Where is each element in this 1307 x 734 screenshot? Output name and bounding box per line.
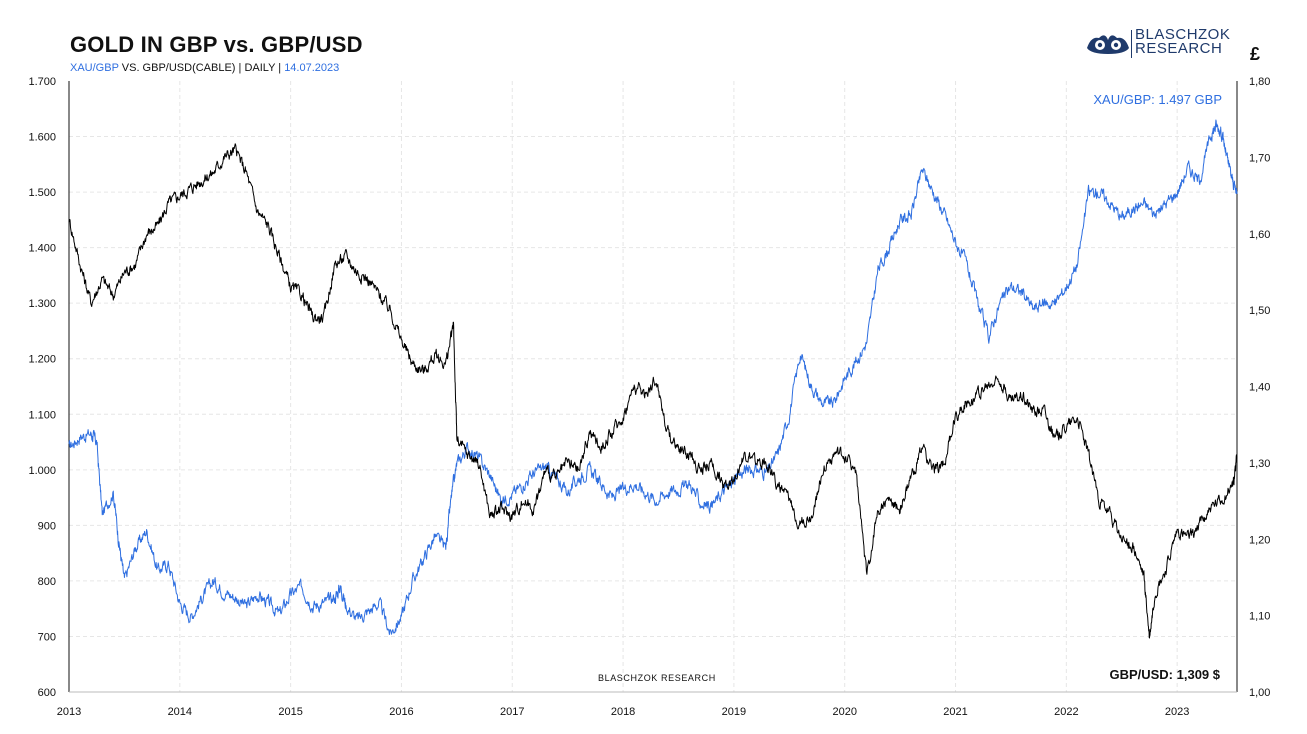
y-right-tick-label: 1,40 (1249, 382, 1270, 394)
latest-cable-label: GBP/USD: 1,309 $ (1109, 667, 1220, 682)
series-line-gbp-usd (68, 143, 1238, 639)
brand-logo: BLASCHZOK RESEARCH (1085, 26, 1235, 62)
latest-gold-label: XAU/GBP: 1.497 GBP (1093, 92, 1222, 107)
x-tick-label: 2016 (389, 706, 413, 718)
x-tick-label: 2013 (57, 706, 81, 718)
logo-divider (1131, 30, 1132, 58)
owl-logo-icon (1087, 35, 1129, 54)
subtitle-date: 14.07.2023 (284, 62, 340, 74)
logo-line-2: RESEARCH (1135, 40, 1223, 57)
y-left-tick-label: 600 (38, 687, 56, 699)
y-left-tick-label: 1.000 (28, 465, 56, 477)
y-right-tick-label: 1,30 (1249, 458, 1270, 470)
chart-subtitle: XAU/GBP VS. GBP/USD(CABLE) | DAILY | 14.… (70, 62, 339, 74)
y-left-tick-label: 1.600 (28, 132, 56, 144)
x-tick-label: 2017 (500, 706, 524, 718)
y-right-tick-label: 1,10 (1249, 611, 1270, 623)
y-left-tick-label: 900 (38, 520, 56, 532)
chart-title: GOLD IN GBP vs. GBP/USD (70, 32, 363, 57)
y-left-tick-label: 1.500 (28, 187, 56, 199)
y-right-tick-label: 1,20 (1249, 534, 1270, 546)
x-tick-label: 2018 (611, 706, 635, 718)
x-tick-label: 2019 (722, 706, 746, 718)
x-tick-label: 2021 (943, 706, 967, 718)
x-tick-label: 2015 (278, 706, 302, 718)
y-right-tick-label: 1,00 (1249, 687, 1270, 699)
y-left-tick-label: 700 (38, 631, 56, 643)
y-right-tick-label: 1,60 (1249, 229, 1270, 241)
subtitle-text: VS. GBP/USD(CABLE) | DAILY | (118, 62, 285, 74)
y-left-tick-label: 800 (38, 576, 56, 588)
x-tick-label: 2014 (168, 706, 192, 718)
y-left-tick-label: 1.100 (28, 409, 56, 421)
series-line-xau-gbp (68, 119, 1238, 635)
x-tick-label: 2022 (1054, 706, 1078, 718)
y-left-tick-label: 1.400 (28, 243, 56, 255)
y-left-tick-label: 1.300 (28, 298, 56, 310)
y-left-tick-label: 1.700 (28, 76, 56, 88)
subtitle-series: XAU/GBP (70, 62, 119, 74)
x-tick-label: 2020 (832, 706, 856, 718)
currency-symbol: £ (1250, 44, 1261, 64)
logo-text: BLASCHZOK RESEARCH (1135, 26, 1231, 57)
logo-line-1: BLASCHZOK (1135, 26, 1231, 43)
watermark: BLASCHZOK RESEARCH (598, 673, 716, 683)
y-right-tick-label: 1,70 (1249, 152, 1270, 164)
y-left-tick-label: 1.200 (28, 354, 56, 366)
y-right-tick-label: 1,80 (1249, 76, 1270, 88)
y-right-tick-label: 1,50 (1249, 305, 1270, 317)
x-tick-label: 2023 (1165, 706, 1189, 718)
